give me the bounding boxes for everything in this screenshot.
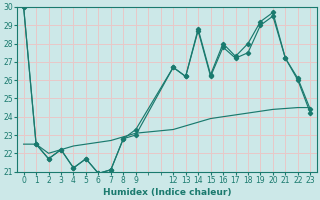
X-axis label: Humidex (Indice chaleur): Humidex (Indice chaleur) (103, 188, 231, 197)
